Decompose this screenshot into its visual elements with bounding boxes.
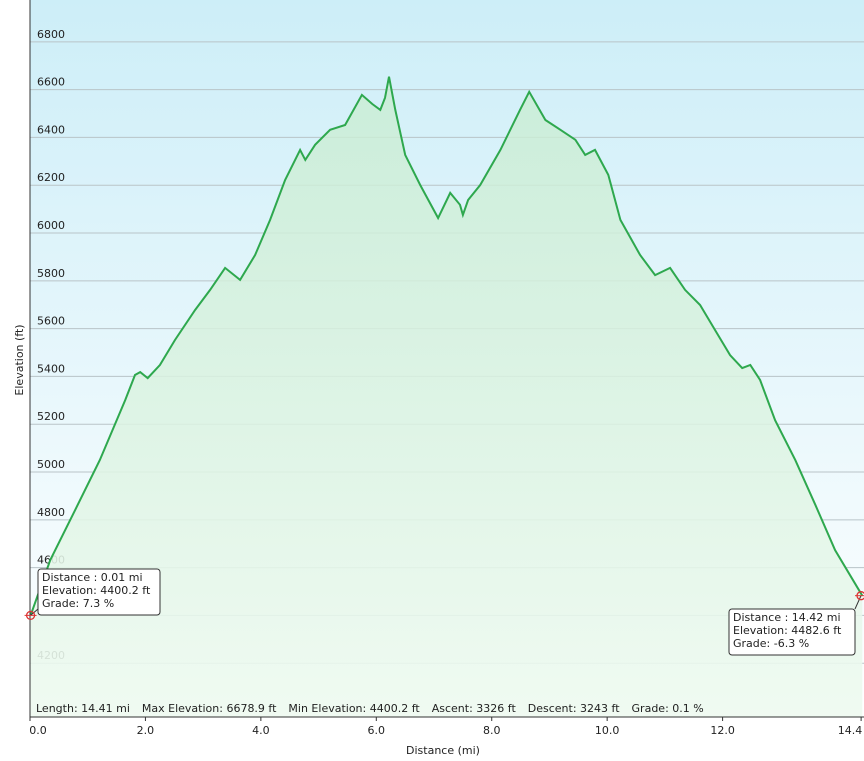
y-tick-label: 6200 <box>37 171 65 184</box>
x-tick-label: 6.0 <box>368 724 386 737</box>
y-tick-label: 6600 <box>37 76 65 89</box>
tooltip <box>728 608 856 656</box>
x-tick-label: 2.0 <box>137 724 155 737</box>
stat: Min Elevation: 4400.2 ft <box>288 702 420 715</box>
elevation-line <box>29 76 864 616</box>
x-tick-label: 8.0 <box>483 724 501 737</box>
x-tick-label: 4.0 <box>252 724 270 737</box>
tooltip-line: Elevation: 4400.2 ft <box>42 584 151 597</box>
stat: Max Elevation: 6678.9 ft <box>142 702 277 715</box>
tooltip-pointer <box>854 595 862 610</box>
y-tick-label: 5000 <box>37 458 65 471</box>
y-tick-label: 5400 <box>37 362 65 375</box>
y-tick-label: 5200 <box>37 410 65 423</box>
stat: Descent: 3243 ft <box>528 702 620 715</box>
tooltip-line: Grade: -6.3 % <box>733 637 809 650</box>
tooltip-line: Distance : 14.42 mi <box>733 611 841 624</box>
y-tick-label: 5800 <box>37 267 65 280</box>
area-fill <box>30 76 863 717</box>
tooltip <box>37 568 161 616</box>
stat: Length: 14.41 mi <box>36 702 130 715</box>
y-tick-label: 5600 <box>37 315 65 328</box>
tooltip-line: Elevation: 4482.6 ft <box>733 624 842 637</box>
x-tick-label: 12.0 <box>710 724 735 737</box>
stat: Grade: 0.1 % <box>632 702 704 715</box>
tooltip-line: Grade: 7.3 % <box>42 597 114 610</box>
x-tick-label: 0.0 <box>29 724 47 737</box>
x-tick-label: 10.0 <box>595 724 620 737</box>
stats: Length: 14.41 mi Max Elevation: 6678.9 ft… <box>36 702 704 715</box>
tooltip-pointer <box>30 608 39 616</box>
y-tick-label: 4800 <box>37 506 65 519</box>
stat: Ascent: 3326 ft <box>432 702 517 715</box>
x-tick-label: 14.4 <box>838 724 863 737</box>
y-tick-label: 6000 <box>37 219 65 232</box>
tooltip-line: Distance : 0.01 mi <box>42 571 143 584</box>
y-axis-label: Elevation (ft) <box>13 324 26 395</box>
y-tick-label: 6800 <box>37 28 65 41</box>
x-axis-label: Distance (mi) <box>406 744 480 757</box>
y-tick-label: 6400 <box>37 123 65 136</box>
